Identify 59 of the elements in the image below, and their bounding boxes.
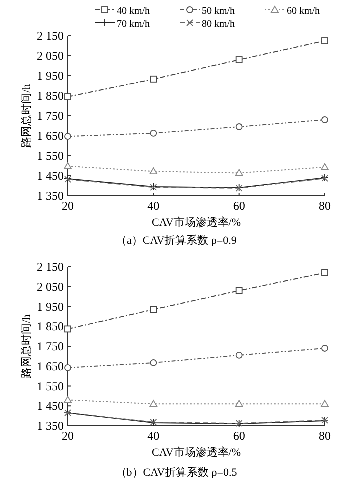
- y-axis-title: 路网总时间/h: [20, 84, 33, 148]
- y-tick-label: 1 650: [37, 129, 64, 143]
- point: [321, 400, 329, 408]
- point: [150, 130, 158, 137]
- point: [235, 169, 244, 176]
- point: [236, 287, 243, 294]
- x-axis-title: CAV市场渗透率/%: [152, 216, 242, 229]
- point: [322, 345, 328, 352]
- point: [150, 168, 158, 175]
- x-axis-title: CAV市场渗透率/%: [152, 446, 242, 459]
- point: [64, 133, 72, 140]
- y-tick-label: 1 950: [37, 300, 64, 314]
- y-tick-label: 1 550: [37, 379, 64, 394]
- legend-label: 40 km/h: [117, 6, 150, 17]
- point: [64, 364, 72, 372]
- point: [321, 163, 329, 170]
- point: [64, 94, 72, 100]
- y-tick-label: 2 150: [37, 260, 64, 274]
- y-tick-label: 1 850: [37, 89, 64, 103]
- y-tick-label: 1 350: [37, 189, 64, 203]
- text: （b）CAV折算系数 ρ=0.5: [116, 466, 238, 479]
- y-tick-label: 1 450: [37, 169, 64, 183]
- x-tick-label: 80: [319, 199, 331, 213]
- legend-label: 60 km/h: [287, 6, 320, 17]
- text: （a）CAV折算系数 ρ=0.9: [116, 234, 238, 247]
- point: [64, 326, 72, 333]
- y-tick-label: 1 950: [37, 69, 64, 83]
- y-tick-label: 1 450: [37, 399, 64, 414]
- x-tick-label: 20: [62, 429, 74, 443]
- legend-label: 70 km/h: [117, 19, 150, 30]
- y-tick-label: 2 150: [37, 29, 64, 43]
- point: [322, 116, 328, 124]
- y-tick-label: 1 750: [37, 340, 64, 354]
- y-tick-label: 1 850: [37, 320, 64, 334]
- y-tick-label: 1 350: [37, 419, 64, 433]
- y-tick-label: 2 050: [37, 280, 64, 294]
- point: [236, 56, 243, 64]
- point: [150, 306, 158, 314]
- point: [150, 76, 158, 83]
- x-tick-label: 20: [62, 199, 74, 213]
- y-axis-title: 路网总时间/h: [20, 314, 33, 378]
- x-tick-label: 60: [233, 429, 246, 443]
- point: [150, 400, 158, 408]
- point: [236, 124, 243, 130]
- y-tick-label: 2 050: [37, 49, 64, 63]
- x-tick-label: 40: [148, 429, 160, 443]
- x-tick-label: 60: [233, 199, 246, 213]
- legend-label: 80 km/h: [202, 19, 236, 30]
- point: [322, 270, 328, 276]
- point: [322, 38, 328, 44]
- x-tick-label: 80: [319, 429, 331, 443]
- point: [235, 400, 244, 408]
- point: [236, 352, 243, 359]
- legend-label: 50 km/h: [202, 6, 236, 17]
- point: [150, 360, 158, 366]
- y-tick-label: 1 550: [37, 149, 64, 163]
- y-tick-label: 1 650: [37, 359, 64, 374]
- x-tick-label: 40: [148, 199, 160, 213]
- y-tick-label: 1 750: [37, 109, 64, 123]
